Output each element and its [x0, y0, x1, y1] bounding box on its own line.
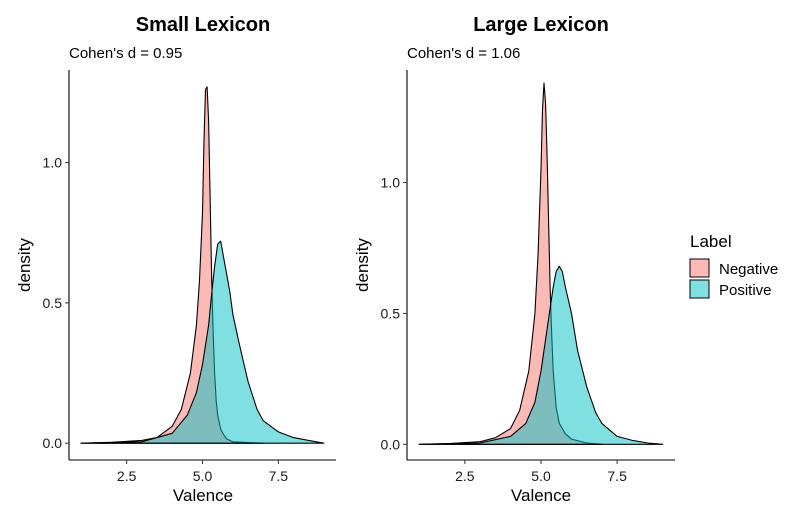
y-tick-label: 0.0 [43, 435, 63, 451]
chart-title: Large Lexicon [473, 14, 609, 36]
y-tick-label: 0.5 [381, 305, 401, 321]
y-tick-label: 1.0 [381, 175, 401, 191]
legend-swatch-negative [689, 258, 710, 278]
legend: Label Negative Positive [689, 232, 778, 299]
legend-swatch-positive [689, 279, 710, 299]
legend-label-positive: Positive [719, 282, 772, 299]
x-tick-label: 2.5 [455, 468, 475, 484]
legend-title: Label [690, 232, 732, 251]
panel-small-lexicon: Small Lexicon Cohen's d = 0.95 Valence d… [15, 14, 336, 505]
y-tick-label: 1.0 [43, 155, 63, 171]
chart-subtitle: Cohen's d = 1.06 [407, 45, 520, 62]
y-tick-label: 0.5 [43, 295, 63, 311]
density-area-positive [80, 240, 325, 444]
x-axis-title: Valence [511, 486, 571, 505]
y-axis-title: density [15, 238, 34, 292]
y-tick-label: 0.0 [381, 436, 401, 452]
x-axis-title: Valence [173, 486, 233, 505]
panel-large-lexicon: Large Lexicon Cohen's d = 1.06 Valence d… [353, 14, 675, 505]
x-tick-label: 7.5 [269, 468, 289, 484]
x-tick-label: 5.0 [193, 468, 213, 484]
density-area-positive [418, 265, 664, 445]
legend-label-negative: Negative [719, 261, 778, 278]
x-tick-label: 5.0 [531, 468, 551, 484]
y-axis-title: density [353, 238, 372, 292]
chart-subtitle: Cohen's d = 0.95 [69, 45, 182, 62]
x-tick-label: 7.5 [607, 468, 627, 484]
x-tick-label: 2.5 [117, 468, 137, 484]
chart-title: Small Lexicon [136, 14, 271, 36]
